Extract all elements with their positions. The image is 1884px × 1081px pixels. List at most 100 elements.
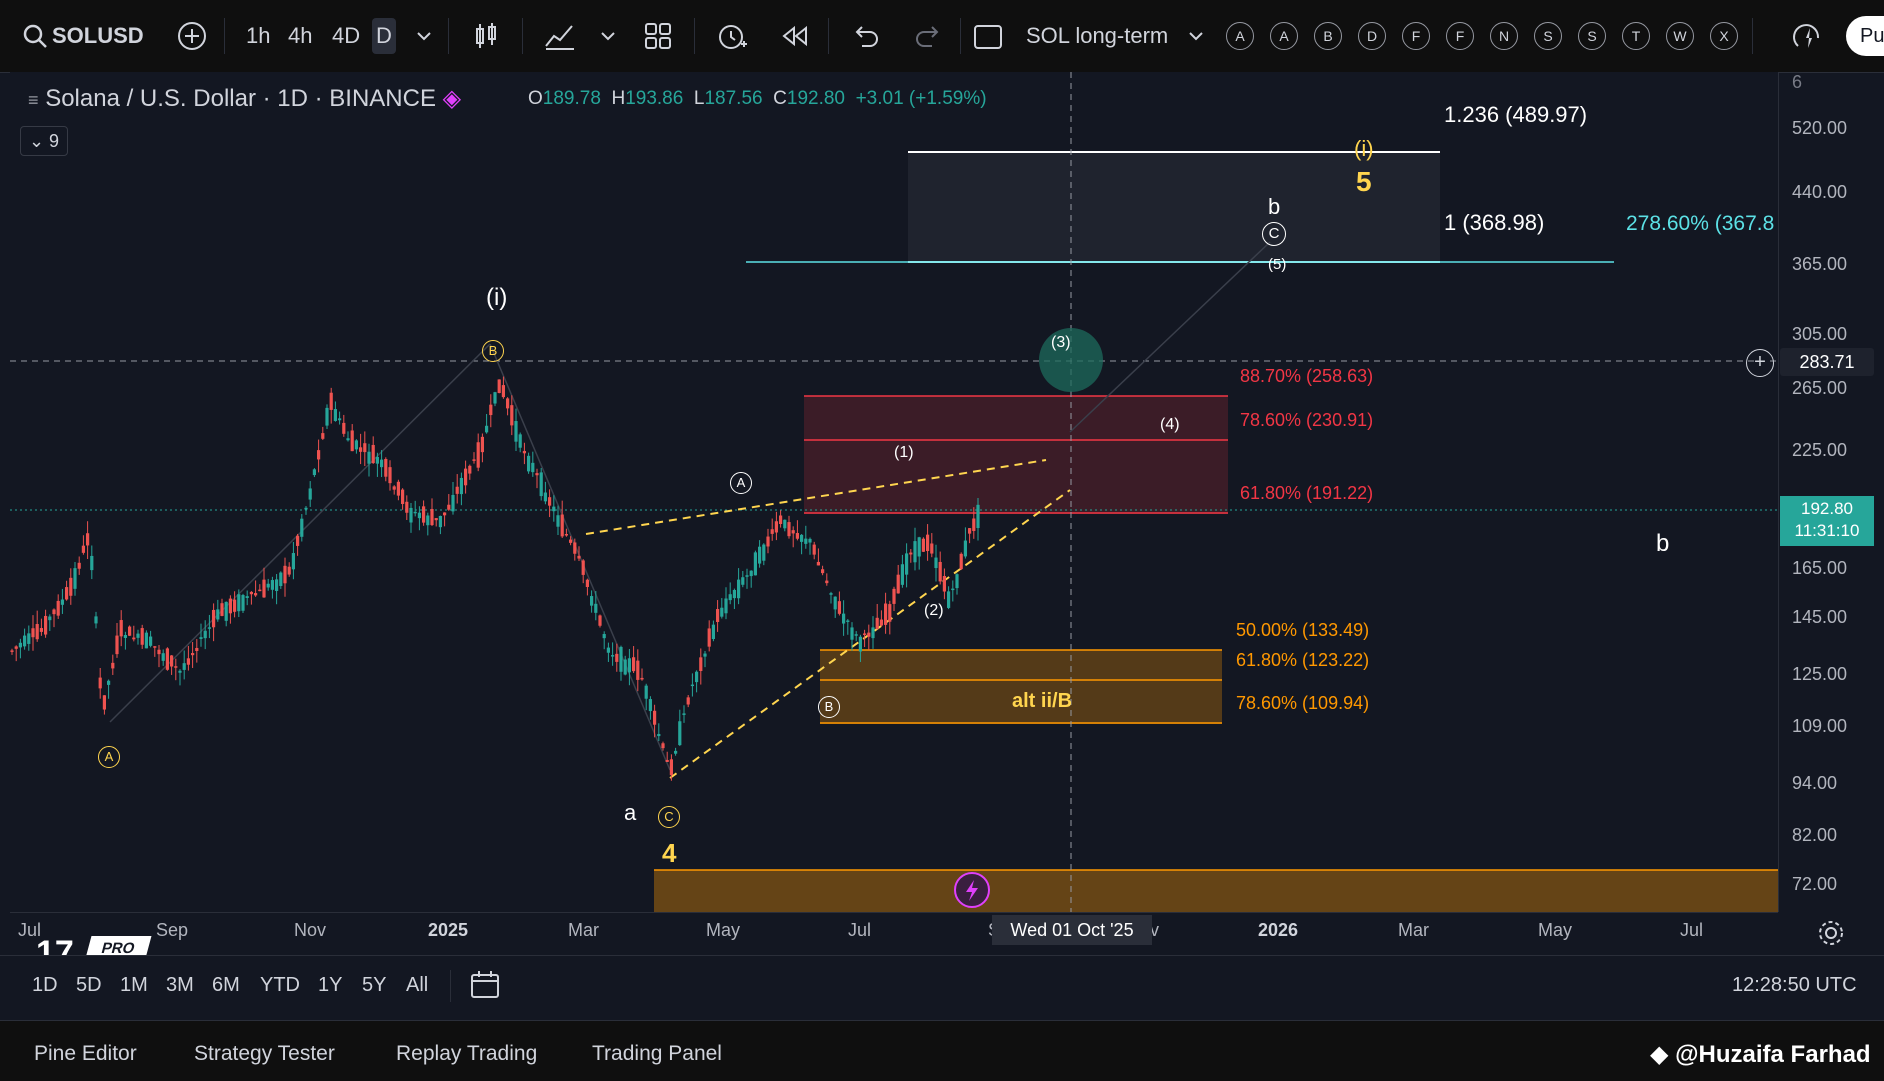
tool-letter-button[interactable]: D <box>1358 22 1386 50</box>
candle-body <box>363 443 367 453</box>
candle-body <box>783 519 787 529</box>
wave-path-line <box>109 343 491 723</box>
tool-letter-button[interactable]: A <box>1226 22 1254 50</box>
range-5d[interactable]: 5D <box>76 974 102 996</box>
candle-body <box>619 646 623 672</box>
tool-letter-button[interactable]: X <box>1710 22 1738 50</box>
redo-icon[interactable] <box>910 18 946 54</box>
candles-icon[interactable] <box>468 18 504 54</box>
time-axis-label: May <box>706 920 741 940</box>
tab-strategy-tester[interactable]: Strategy Tester <box>194 1042 335 1065</box>
candle-body <box>770 529 774 534</box>
candle-body <box>304 507 308 510</box>
candle-body <box>829 593 833 595</box>
time-axis-label: Mar <box>1398 920 1429 940</box>
tab-replay-trading[interactable]: Replay Trading <box>396 1042 538 1065</box>
candle-body <box>203 630 207 639</box>
range-5y[interactable]: 5Y <box>362 974 387 996</box>
alt-ii-b-label: alt ii/B <box>1012 690 1073 712</box>
symbol-search[interactable]: SOLUSD <box>52 23 144 48</box>
candle-body <box>333 409 337 421</box>
replay-icon[interactable] <box>776 18 812 54</box>
candle-body <box>321 433 325 439</box>
search-icon[interactable] <box>18 18 54 54</box>
candle-body <box>195 647 199 651</box>
tool-letter-button[interactable]: S <box>1578 22 1606 50</box>
tool-letter-button[interactable]: N <box>1490 22 1518 50</box>
symbol-legend[interactable]: ≡ Solana / U.S. Dollar · 1D · BINANCE ◈ <box>28 84 461 113</box>
tool-letter-button[interactable]: T <box>1622 22 1650 50</box>
interval-4d[interactable]: 4D <box>332 23 361 48</box>
candle-body <box>10 650 14 652</box>
layout-checkbox-icon[interactable] <box>970 18 1006 54</box>
publish-button[interactable]: Pu <box>1846 16 1884 56</box>
candle-body <box>661 743 665 749</box>
tool-letter-button[interactable]: F <box>1402 22 1430 50</box>
range-all[interactable]: All <box>406 974 429 996</box>
candle-body <box>224 601 228 621</box>
tab-trading-panel[interactable]: Trading Panel <box>592 1042 722 1065</box>
candle-body <box>800 534 804 542</box>
candle-body <box>81 545 85 553</box>
candle-body <box>644 685 648 699</box>
chart-canvas[interactable] <box>10 72 1778 912</box>
tool-letter-button[interactable]: A <box>1270 22 1298 50</box>
legend-menu-icon[interactable]: ≡ <box>28 90 39 110</box>
chevron-down-icon[interactable] <box>1178 18 1214 54</box>
time-axis-label: May <box>1538 920 1573 940</box>
watermark-text: @Huzaifa Farhad <box>1675 1041 1871 1068</box>
time-axis[interactable] <box>10 912 1778 955</box>
candle-body <box>287 566 291 575</box>
events-lightning-icon[interactable] <box>954 872 990 908</box>
utc-clock[interactable]: 12:28:50 UTC <box>1732 974 1857 996</box>
chevron-down-icon[interactable] <box>590 18 626 54</box>
candle-body <box>543 492 547 502</box>
candle-body <box>275 579 279 591</box>
alert-clock-icon[interactable] <box>714 18 750 54</box>
legend-plugin-icon[interactable]: ◈ <box>442 85 462 112</box>
candle-body <box>464 468 468 486</box>
candle-body <box>388 467 392 484</box>
candle-body <box>434 518 438 521</box>
indicators-toggle[interactable]: ⌄ 9 <box>20 126 68 156</box>
layout-grid-icon[interactable] <box>640 18 676 54</box>
tool-letter-button[interactable]: S <box>1534 22 1562 50</box>
range-6m[interactable]: 6M <box>212 974 240 996</box>
chart-pane[interactable]: 1.236 (489.97) 1 (368.98) 278.60% (367.8… <box>10 72 1778 972</box>
undo-icon[interactable] <box>848 18 884 54</box>
time-axis-label: Jul <box>1680 920 1704 940</box>
chevron-down-icon[interactable] <box>406 18 442 54</box>
range-ytd[interactable]: YTD <box>260 974 300 996</box>
quick-search-icon[interactable] <box>1790 18 1826 54</box>
tool-letter-button[interactable]: W <box>1666 22 1694 50</box>
time-axis-label: Sep <box>156 920 189 940</box>
add-alert-plus-icon[interactable]: + <box>1746 349 1774 377</box>
candle-body <box>900 564 904 585</box>
range-1m[interactable]: 1M <box>120 974 148 996</box>
price-axis-label: 125.00 <box>1792 664 1848 684</box>
time-axis-label: 2026 <box>1258 920 1299 940</box>
range-1y[interactable]: 1Y <box>318 974 343 996</box>
candle-body <box>485 425 489 433</box>
price-axis[interactable] <box>1778 72 1884 912</box>
wave-b-circle-white: B <box>818 696 840 718</box>
axis-settings-gear-icon[interactable] <box>1816 918 1846 948</box>
tool-letter-button[interactable]: F <box>1446 22 1474 50</box>
author-watermark: ◆ @Huzaifa Farhad <box>1650 1040 1871 1069</box>
tab-pine-editor[interactable]: Pine Editor <box>34 1042 137 1065</box>
range-3m[interactable]: 3M <box>166 974 194 996</box>
interval-d[interactable]: D <box>372 18 396 54</box>
compare-add-icon[interactable] <box>174 18 210 54</box>
interval-4h[interactable]: 4h <box>288 23 313 48</box>
tool-letter-button[interactable]: B <box>1314 22 1342 50</box>
wave-c-circle-yellow: C <box>658 806 680 828</box>
candle-body <box>199 637 203 639</box>
layout-name[interactable]: SOL long-term <box>1026 23 1169 48</box>
candle-body <box>711 624 715 640</box>
date-range-calendar-icon[interactable] <box>468 968 502 1002</box>
indicators-icon[interactable] <box>542 18 578 54</box>
candle-body <box>455 486 459 494</box>
range-1d[interactable]: 1D <box>32 974 58 996</box>
candle-body <box>934 557 938 569</box>
interval-1h[interactable]: 1h <box>246 23 271 48</box>
